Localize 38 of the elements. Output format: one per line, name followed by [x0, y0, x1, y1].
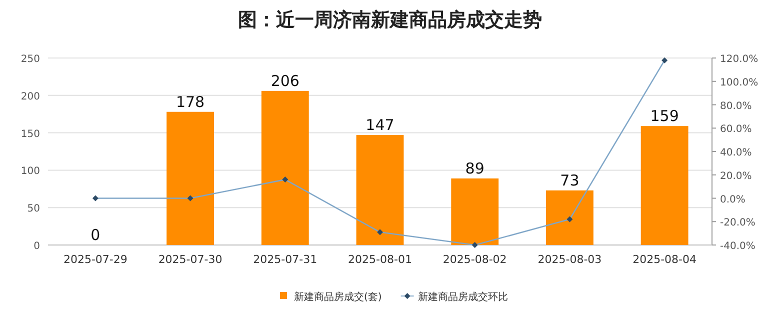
y-tick-label: 0: [34, 241, 40, 252]
y2-tick-label: -20.0%: [720, 218, 756, 229]
data-label: 206: [270, 72, 300, 90]
y2-tick-label: 40.0%: [720, 148, 752, 158]
y2-tick-label: -40.0%: [720, 241, 756, 252]
y2-tick-label: 120.0%: [720, 54, 758, 65]
x-tick-label: 2025-07-31: [253, 253, 318, 266]
data-label: 178: [176, 92, 205, 111]
bar: [546, 190, 594, 245]
data-label: 159: [650, 107, 679, 126]
data-label: 89: [465, 159, 484, 178]
legend-label: 新建商品房成交环比: [418, 291, 508, 303]
y2-tick-label: 60.0%: [720, 124, 752, 136]
data-label: 73: [560, 171, 580, 190]
y2-tick-label: 100.0%: [720, 77, 758, 88]
bar: [640, 126, 688, 245]
bar: [451, 178, 499, 245]
y-tick-label: 250: [20, 54, 40, 65]
x-tick-label: 2025-07-29: [63, 253, 128, 266]
x-tick-label: 2025-08-03: [538, 253, 602, 266]
y-tick-label: 150: [20, 128, 40, 140]
x-tick-label: 2025-08-01: [348, 253, 412, 266]
bar: [356, 135, 404, 245]
y2-tick-label: 20.0%: [720, 170, 752, 182]
y2-tick-label: 80.0%: [720, 100, 752, 112]
bar: [261, 90, 309, 245]
chart-title: 图：近一周济南新建商品房成交走势: [238, 9, 542, 31]
y2-tick-label: 0.0%: [720, 194, 746, 206]
y-tick-label: 200: [20, 91, 40, 102]
data-label: 147: [366, 116, 394, 134]
y-tick-label: 50: [27, 204, 40, 215]
x-tick-label: 2025-08-02: [442, 253, 507, 266]
legend-label: 新建商品房成交(套): [294, 291, 382, 303]
x-tick-label: 2025-07-30: [158, 253, 222, 266]
y-tick-label: 100: [20, 166, 40, 178]
x-tick-label: 2025-08-04: [632, 253, 697, 266]
bar: [166, 112, 214, 245]
data-label: 0: [90, 226, 100, 244]
